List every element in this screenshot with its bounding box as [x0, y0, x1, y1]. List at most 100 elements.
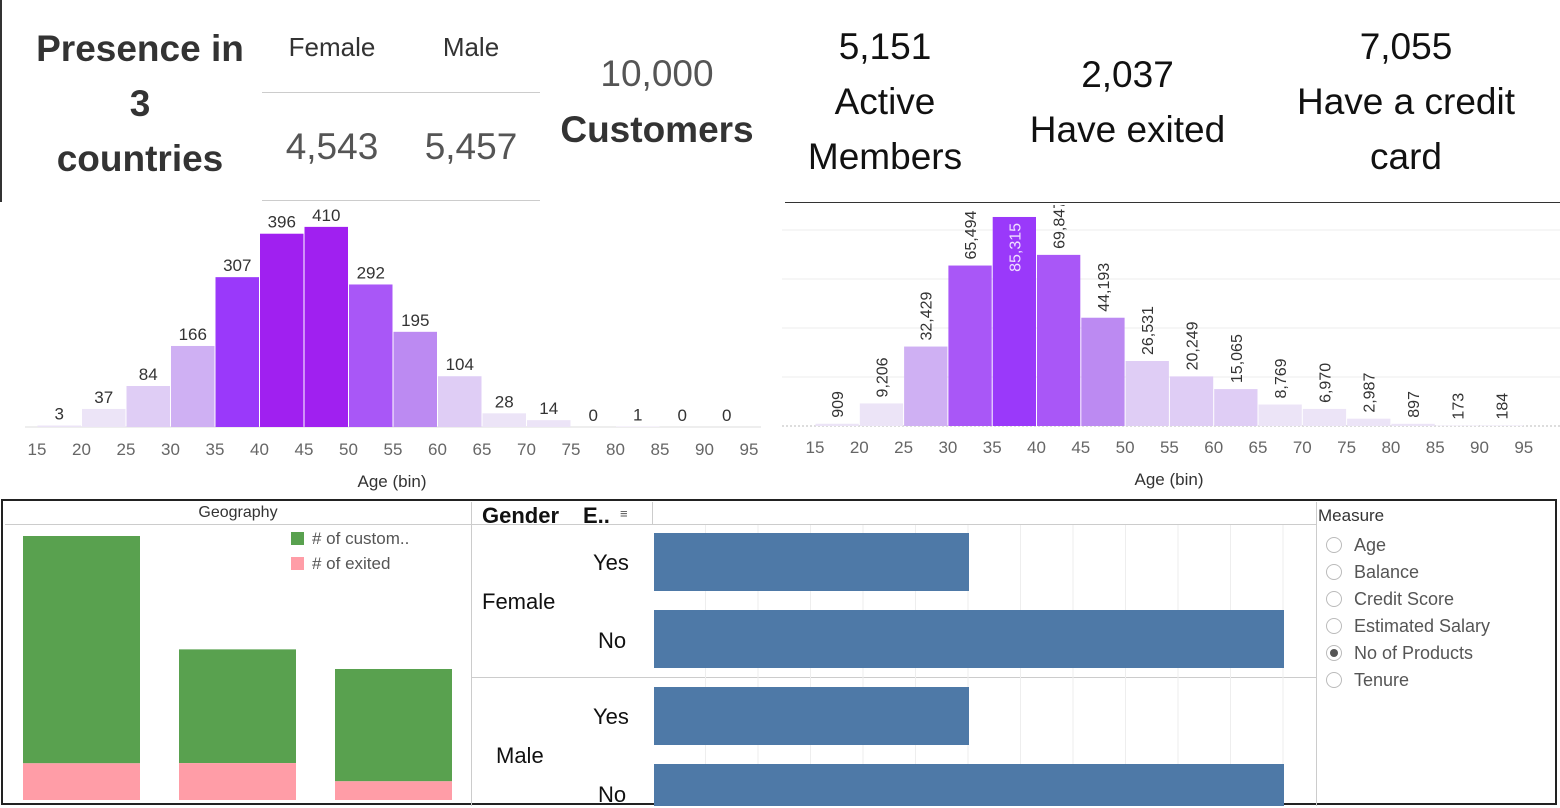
bar — [82, 408, 126, 427]
male-yes-label: Yes — [593, 704, 629, 729]
age-histogram-count: 3 37 84 166 307 396 410 292 195 104 28 14 0 1 0 0 15 20 25… — [25, 206, 761, 491]
x-axis-title: Age (bin) — [1135, 470, 1204, 489]
female-no-label: No — [598, 628, 627, 653]
radio-button-icon[interactable] — [1326, 591, 1342, 607]
bar — [1081, 317, 1125, 426]
x-tick-label: 50 — [339, 440, 358, 459]
female-yes-label: Yes — [593, 550, 629, 575]
presence-line1: Presence in — [36, 28, 244, 69]
bar — [1302, 408, 1347, 426]
measure-option[interactable]: No of Products — [1326, 640, 1473, 666]
active-value: 5,151 — [838, 26, 932, 67]
measure-option[interactable]: Age — [1326, 532, 1386, 558]
bar — [349, 284, 393, 427]
bar-value-label: 84 — [139, 365, 158, 384]
measure-option-label: No of Products — [1354, 642, 1474, 663]
bar-value-label: 44,193 — [1096, 263, 1113, 312]
active-kpi: 5,151 Active Members — [775, 19, 995, 184]
legend-green-swatch — [291, 532, 304, 545]
bar — [126, 386, 170, 427]
bar — [438, 376, 482, 427]
bar-value-label: 184 — [1495, 393, 1512, 420]
bar-value-label: 32,429 — [919, 292, 936, 341]
measure-option-label: Estimated Salary — [1354, 615, 1491, 636]
presence-line2: 3 — [129, 83, 151, 124]
bar-value-label: 104 — [446, 355, 474, 374]
measure-option-label: Credit Score — [1354, 588, 1455, 609]
radio-button-icon[interactable] — [1326, 672, 1342, 688]
gender-group-divider — [472, 677, 1316, 678]
x-tick-label: 35 — [983, 438, 1002, 457]
x-tick-label: 75 — [1337, 438, 1356, 457]
x-tick-label: 25 — [117, 440, 136, 459]
measure-option-label: Age — [1354, 534, 1387, 555]
measure-option[interactable]: Balance — [1326, 559, 1419, 585]
bar-value-label: 396 — [268, 213, 296, 232]
x-tick-label: 80 — [606, 440, 625, 459]
legend-exited: # of exited — [291, 551, 409, 576]
customers-bar — [335, 668, 452, 782]
x-tick-label: 20 — [850, 438, 869, 457]
exited-value: 2,037 — [1081, 54, 1174, 95]
bar — [1214, 389, 1258, 426]
bar — [1391, 423, 1435, 426]
x-tick-label: 65 — [473, 440, 492, 459]
radio-button-icon[interactable] — [1326, 645, 1342, 661]
bar-value-label: 307 — [223, 256, 251, 275]
gender-exited-bars — [654, 525, 1284, 806]
presence-kpi: Presence in 3 countries — [20, 21, 260, 186]
x-tick-label: 50 — [1116, 438, 1135, 457]
x-tick-label: 85 — [1426, 438, 1445, 457]
credit-line1: Have a credit — [1297, 81, 1515, 122]
gender-header: Gender — [482, 503, 560, 528]
bar — [304, 226, 348, 427]
bar-value-label: 173 — [1450, 393, 1467, 420]
legend-pink-swatch — [291, 557, 304, 570]
x-tick-label: 70 — [1293, 438, 1312, 457]
bar-value-label: 37 — [94, 388, 113, 407]
measure-option[interactable]: Estimated Salary — [1326, 613, 1490, 639]
kpi-left-border — [0, 0, 2, 202]
customers-kpi: 10,000 Customers — [548, 46, 766, 158]
measure-title: Measure — [1318, 506, 1385, 525]
bar-value-label: 0 — [678, 406, 687, 425]
exited-bar — [179, 763, 296, 800]
bar-value-label: 292 — [357, 263, 385, 282]
age-histogram-products: 909 9,206 32,429 65,494 85,315 69,847 44,193 26… — [782, 205, 1560, 489]
measure-pane — [1316, 502, 1557, 806]
bar — [904, 346, 948, 426]
male-count: 5,457 — [424, 126, 518, 167]
radio-button-icon[interactable] — [1326, 618, 1342, 634]
bar — [992, 216, 1036, 426]
bar-value-label: 28 — [495, 392, 514, 411]
x-tick-label: 15 — [28, 440, 47, 459]
x-tick-label: 60 — [428, 440, 447, 459]
geography-title-line — [5, 524, 471, 525]
measure-option[interactable]: Credit Score — [1326, 586, 1454, 612]
exited-label: Have exited — [1029, 109, 1226, 150]
bar — [260, 233, 304, 427]
sort-icon[interactable]: ≡ — [620, 506, 628, 521]
measure-option[interactable]: Tenure — [1326, 667, 1409, 693]
male-header: Male — [442, 32, 500, 62]
measure-option-label: Balance — [1354, 561, 1420, 582]
kpi-right-divider — [785, 202, 1560, 203]
x-axis-title: Age (bin) — [358, 472, 427, 491]
bar — [1125, 360, 1169, 426]
bar — [654, 533, 969, 591]
bar — [1037, 254, 1081, 426]
legend-customers-label: # of custom.. — [312, 528, 410, 548]
bar — [393, 331, 437, 427]
header-bottom-line — [472, 524, 1316, 525]
radio-button-icon[interactable] — [1326, 537, 1342, 553]
customers-bar — [179, 649, 296, 764]
bar — [482, 413, 526, 427]
exited-bar — [23, 763, 140, 800]
bar-value-label: 1 — [633, 406, 642, 425]
bar-value-label: 9,206 — [874, 357, 891, 397]
bar-value-label: 14 — [539, 399, 558, 418]
x-tick-label: 20 — [72, 440, 91, 459]
radio-button-icon[interactable] — [1326, 564, 1342, 580]
male-no-label: No — [598, 782, 627, 807]
x-tick-label: 75 — [562, 440, 581, 459]
